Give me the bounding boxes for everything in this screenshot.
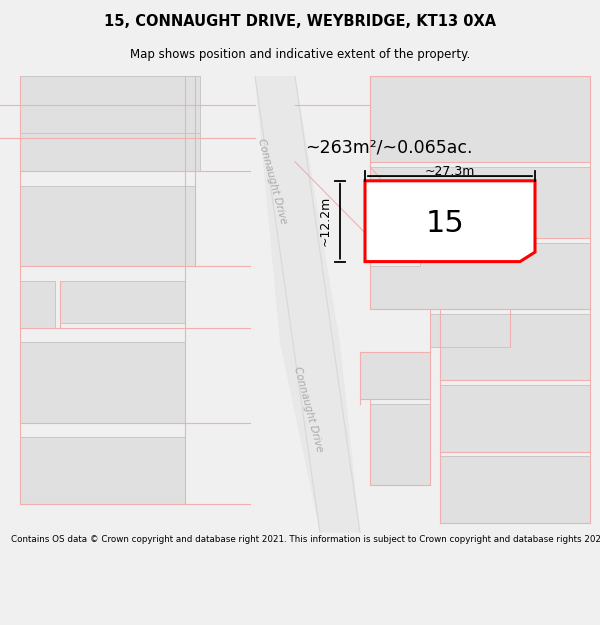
Text: Connaught Drive: Connaught Drive bbox=[292, 365, 324, 452]
Polygon shape bbox=[20, 342, 185, 423]
Polygon shape bbox=[20, 76, 200, 133]
Polygon shape bbox=[255, 76, 360, 532]
Polygon shape bbox=[20, 281, 55, 328]
Polygon shape bbox=[20, 76, 200, 171]
Text: Connaught Drive: Connaught Drive bbox=[256, 137, 288, 224]
Polygon shape bbox=[430, 314, 510, 347]
Polygon shape bbox=[440, 314, 590, 381]
Polygon shape bbox=[20, 186, 195, 266]
Text: Contains OS data © Crown copyright and database right 2021. This information is : Contains OS data © Crown copyright and d… bbox=[11, 535, 600, 544]
Text: Map shows position and indicative extent of the property.: Map shows position and indicative extent… bbox=[130, 48, 470, 61]
Text: 15: 15 bbox=[425, 209, 464, 238]
Text: ~263m²/~0.065ac.: ~263m²/~0.065ac. bbox=[305, 139, 473, 156]
Polygon shape bbox=[60, 281, 185, 323]
Text: 15, CONNAUGHT DRIVE, WEYBRIDGE, KT13 0XA: 15, CONNAUGHT DRIVE, WEYBRIDGE, KT13 0XA bbox=[104, 14, 496, 29]
Polygon shape bbox=[367, 182, 440, 260]
Polygon shape bbox=[370, 76, 590, 162]
Text: ~12.2m: ~12.2m bbox=[319, 196, 332, 246]
Polygon shape bbox=[370, 166, 590, 238]
Polygon shape bbox=[20, 438, 185, 504]
Polygon shape bbox=[370, 404, 430, 485]
Polygon shape bbox=[440, 456, 590, 523]
Polygon shape bbox=[360, 352, 430, 399]
Polygon shape bbox=[365, 181, 535, 262]
Text: ~27.3m: ~27.3m bbox=[425, 164, 475, 177]
Polygon shape bbox=[440, 385, 590, 452]
Polygon shape bbox=[370, 242, 590, 309]
